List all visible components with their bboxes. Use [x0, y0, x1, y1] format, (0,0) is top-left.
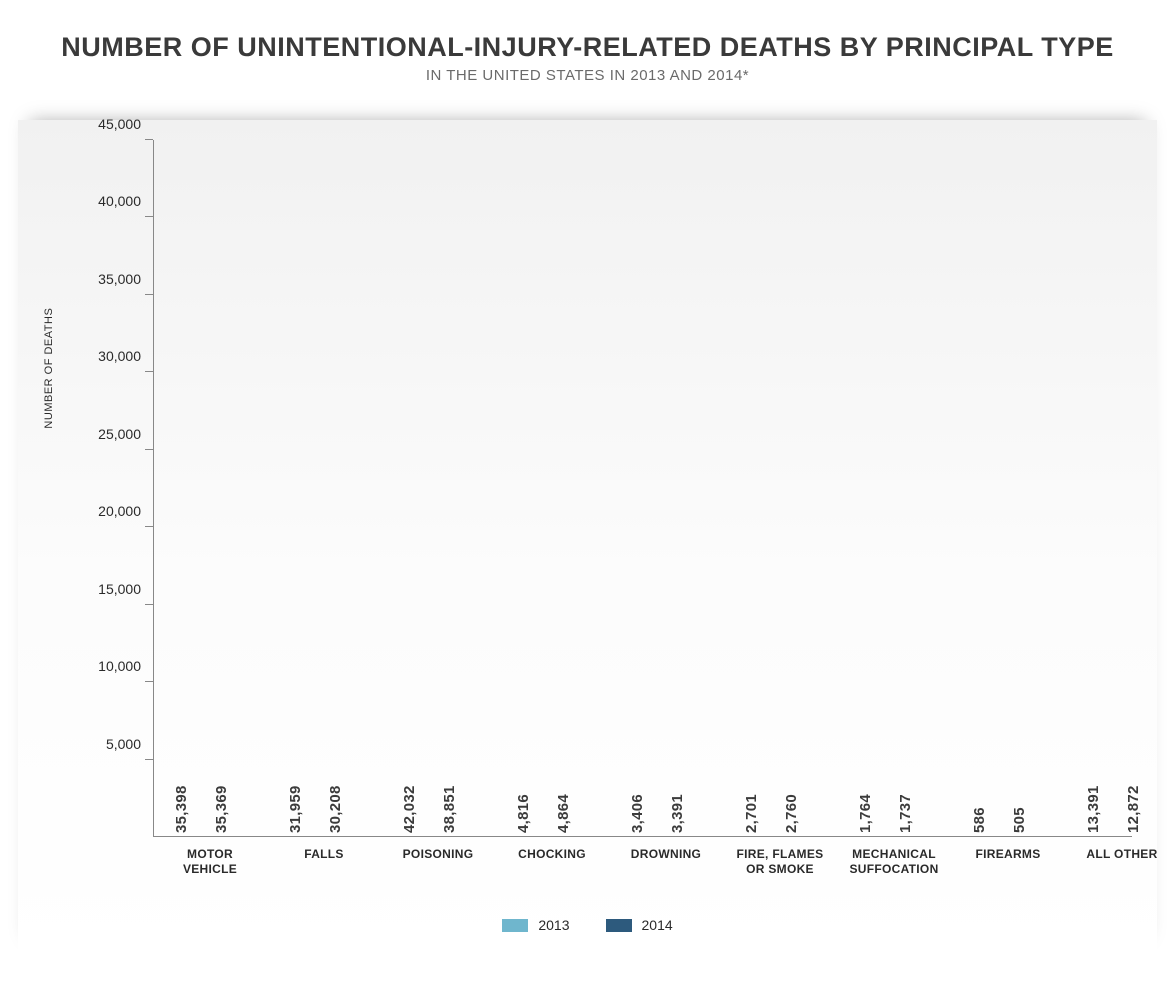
y-tick-label: 15,000	[81, 581, 141, 597]
y-axis-label: NUMBER OF DEATHS	[43, 307, 55, 428]
chart-subtitle: IN THE UNITED STATES IN 2013 AND 2014*	[0, 67, 1175, 84]
bar-value-label: 4,864	[555, 794, 572, 833]
bar-value-label: 3,406	[629, 794, 646, 833]
bar-value-label: 31,959	[287, 785, 304, 833]
y-tick-mark	[145, 604, 153, 605]
legend-item-2014: 2014	[606, 917, 673, 933]
y-tick-mark	[145, 526, 153, 527]
y-tick-mark	[145, 294, 153, 295]
bar-value-label: 35,369	[213, 785, 230, 833]
bar-value-label: 4,816	[515, 794, 532, 833]
bar-value-label: 2,701	[743, 794, 760, 833]
legend-swatch-2013	[502, 919, 528, 932]
bar-value-label: 30,208	[327, 785, 344, 833]
chart-container: NUMBER OF DEATHS 35,39835,369MOTORVEHICL…	[18, 120, 1157, 957]
y-tick-label: 20,000	[81, 503, 141, 519]
y-tick-label: 5,000	[81, 736, 141, 752]
y-tick-label: 40,000	[81, 193, 141, 209]
y-tick-mark	[145, 759, 153, 760]
bar-value-label: 1,737	[897, 794, 914, 833]
bar-groups: 35,39835,369MOTORVEHICLE31,95930,208FALL…	[153, 140, 1132, 837]
bar-value-label: 586	[971, 807, 988, 833]
bar-value-label: 35,398	[173, 785, 190, 833]
bar-value-label: 1,764	[857, 794, 874, 833]
y-tick-label: 25,000	[81, 426, 141, 442]
y-tick-mark	[145, 371, 153, 372]
y-tick-label: 45,000	[81, 116, 141, 132]
legend-label-2013: 2013	[538, 917, 569, 933]
y-tick-mark	[145, 681, 153, 682]
chart-title: NUMBER OF UNINTENTIONAL-INJURY-RELATED D…	[0, 32, 1175, 63]
bar-value-label: 42,032	[401, 785, 418, 833]
y-tick-label: 35,000	[81, 271, 141, 287]
bar-value-label: 505	[1011, 807, 1028, 833]
plot-area: NUMBER OF DEATHS 35,39835,369MOTORVEHICL…	[153, 140, 1132, 837]
y-tick-mark	[145, 216, 153, 217]
legend: 2013 2014	[18, 917, 1157, 933]
y-tick-mark	[145, 449, 153, 450]
y-tick-label: 10,000	[81, 658, 141, 674]
bar-value-label: 2,760	[783, 794, 800, 833]
y-tick-label: 30,000	[81, 348, 141, 364]
category-label: ALL OTHER	[1054, 847, 1175, 862]
bar-value-label: 3,391	[669, 794, 686, 833]
bar-value-label: 12,872	[1125, 785, 1142, 833]
legend-item-2013: 2013	[502, 917, 569, 933]
bar-value-label: 38,851	[441, 785, 458, 833]
legend-swatch-2014	[606, 919, 632, 932]
y-tick-mark	[145, 139, 153, 140]
legend-label-2014: 2014	[642, 917, 673, 933]
bar-value-label: 13,391	[1085, 785, 1102, 833]
